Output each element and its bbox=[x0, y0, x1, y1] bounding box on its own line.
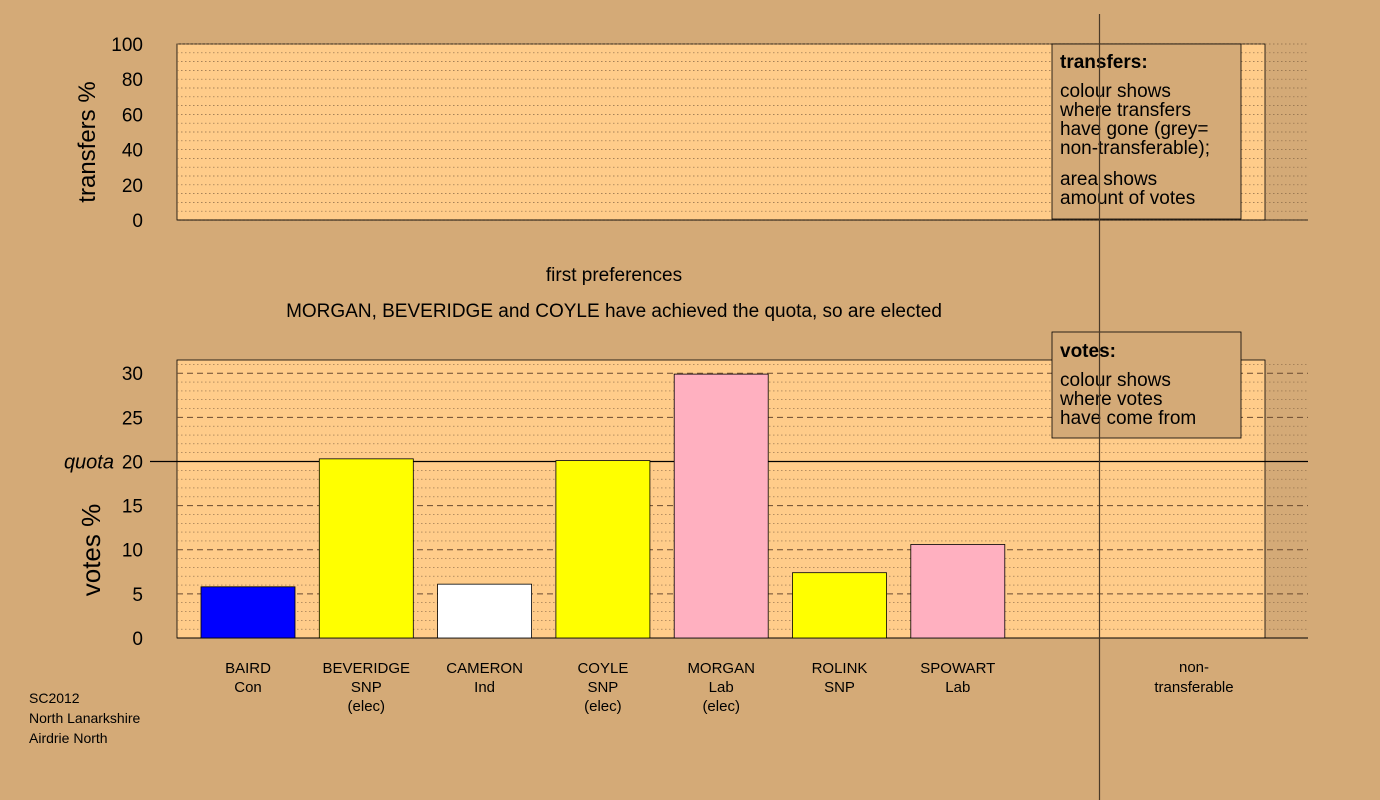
transfers-legend-line: have gone (grey= bbox=[1060, 119, 1208, 140]
x-label-name: SPOWART bbox=[920, 660, 995, 677]
x-label-party: SNP bbox=[351, 679, 382, 696]
transfers-y-tick-label: 40 bbox=[122, 141, 143, 162]
votes-legend-line: where votes bbox=[1059, 389, 1162, 410]
votes-y-tick-label: 5 bbox=[132, 585, 143, 606]
transfers-y-tick-label: 20 bbox=[122, 176, 143, 197]
transfers-legend-line: where transfers bbox=[1059, 100, 1191, 121]
votes-x-labels: BAIRD Con BEVERIDGE SNP (elec) CAMERON Ind COYL… bbox=[225, 659, 1234, 715]
transfers-legend: transfers: colour shows where transfers … bbox=[1051, 43, 1242, 220]
transfers-legend-line: area shows bbox=[1060, 169, 1157, 190]
transfers-y-tick-label: 100 bbox=[111, 35, 143, 56]
transfers-y-axis-label: transfers % bbox=[74, 81, 101, 202]
x-label-note: (elec) bbox=[348, 698, 386, 715]
transfers-gridlines bbox=[177, 43, 1308, 221]
x-label-party: Con bbox=[234, 679, 262, 696]
x-label-name: COYLE bbox=[577, 660, 628, 677]
footer-line: Airdrie North bbox=[29, 730, 108, 746]
bar-beveridge bbox=[318, 458, 414, 639]
stage-label: first preferences bbox=[546, 265, 682, 286]
x-label-name: CAMERON bbox=[446, 660, 523, 677]
bar-baird bbox=[200, 586, 296, 639]
footer-line: North Lanarkshire bbox=[29, 710, 140, 726]
votes-y-axis-label: votes % bbox=[76, 504, 106, 597]
x-label-name: BEVERIDGE bbox=[323, 660, 411, 677]
bar-cameron bbox=[437, 583, 533, 639]
votes-legend-line: have come from bbox=[1060, 408, 1196, 429]
bar-coyle bbox=[555, 460, 651, 639]
transfers-legend-line: amount of votes bbox=[1060, 188, 1195, 209]
transfers-legend-title: transfers: bbox=[1060, 52, 1148, 73]
quota-label: quota bbox=[64, 451, 114, 473]
bar-spowart bbox=[910, 544, 1006, 639]
votes-y-tick-label: 15 bbox=[122, 497, 143, 518]
x-label-note: (elec) bbox=[584, 698, 622, 715]
transfers-legend-line: non-transferable); bbox=[1060, 138, 1210, 159]
x-label-party: Lab bbox=[945, 679, 970, 696]
votes-y-tick-label: 20 bbox=[122, 452, 143, 473]
votes-y-tick-label: 30 bbox=[122, 364, 143, 385]
footer: SC2012 North Lanarkshire Airdrie North bbox=[29, 690, 140, 746]
x-label-name: MORGAN bbox=[687, 660, 755, 677]
bar-morgan bbox=[673, 373, 769, 639]
chart-title: MORGAN, BEVERIDGE and COYLE have achieve… bbox=[286, 301, 942, 322]
transfers-y-tick-label: 60 bbox=[122, 105, 143, 126]
votes-bars bbox=[200, 373, 1006, 639]
votes-y-tick-label: 25 bbox=[122, 408, 143, 429]
x-label-nontransferable: non- bbox=[1179, 659, 1209, 676]
footer-line: SC2012 bbox=[29, 690, 80, 706]
votes-y-tick-label: 10 bbox=[122, 541, 143, 562]
transfers-y-tick-label: 0 bbox=[132, 211, 143, 232]
x-label-note: (elec) bbox=[702, 698, 740, 715]
transfers-legend-box bbox=[1051, 43, 1242, 220]
votes-legend-line: colour shows bbox=[1060, 370, 1171, 391]
votes-y-tick-label: 0 bbox=[132, 629, 143, 650]
votes-y-ticks: 0 5 10 15 20 25 30 quota bbox=[64, 364, 143, 650]
bar-rolink bbox=[792, 572, 887, 639]
x-label-nontransferable: transferable bbox=[1154, 679, 1233, 696]
transfers-y-tick-label: 80 bbox=[122, 70, 143, 91]
transfers-y-ticks: 0 20 40 60 80 100 bbox=[111, 35, 143, 232]
x-label-name: ROLINK bbox=[812, 660, 868, 677]
x-label-party: Ind bbox=[474, 679, 495, 696]
votes-legend-title: votes: bbox=[1060, 341, 1116, 362]
x-label-party: SNP bbox=[587, 679, 618, 696]
votes-legend: votes: colour shows where votes have com… bbox=[1051, 331, 1242, 439]
votes-legend-box bbox=[1051, 331, 1242, 439]
transfers-legend-line: colour shows bbox=[1060, 81, 1171, 102]
x-label-party: Lab bbox=[709, 679, 734, 696]
x-label-party: SNP bbox=[824, 679, 855, 696]
x-label-name: BAIRD bbox=[225, 660, 271, 677]
